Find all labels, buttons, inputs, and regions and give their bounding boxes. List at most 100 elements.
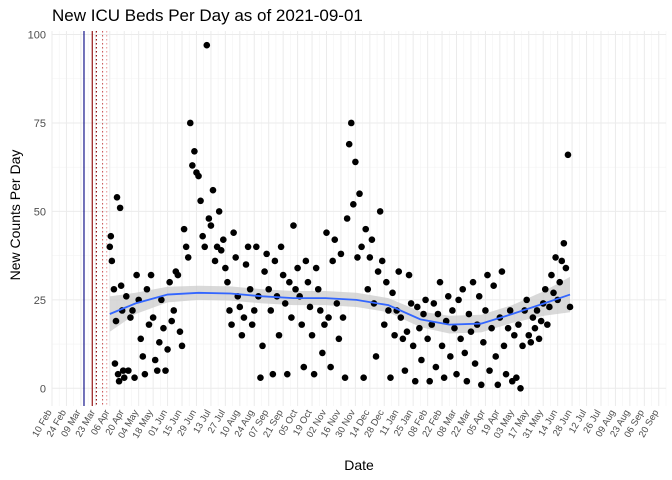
data-point [228,321,235,328]
data-point [149,314,157,321]
data-point [339,314,347,321]
data-point [506,307,514,314]
data-point [537,317,545,325]
data-point [253,243,260,251]
data-point [230,229,237,236]
data-point [378,257,386,265]
data-point [176,328,184,336]
data-point [533,307,541,314]
data-point [114,370,122,378]
data-point [317,307,324,314]
data-point [174,271,182,279]
y-axis-title: New Counts Per Day [7,150,23,281]
data-point [459,285,467,293]
data-point [162,367,169,374]
data-point [180,225,188,233]
data-point [442,317,450,325]
data-point [385,307,392,314]
data-point [477,381,485,389]
data-point [112,317,120,325]
data-point [288,314,295,321]
data-point [151,356,159,364]
reference-lines [83,31,108,406]
data-point [271,257,279,265]
data-point [341,374,349,381]
data-point [372,353,380,360]
data-point [319,349,326,357]
data-point [211,257,219,265]
data-point [469,278,477,286]
data-point [207,222,215,229]
chart-title: New ICU Beds Per Day as of 2021-09-01 [52,6,363,25]
data-point [129,307,136,314]
data-point [566,303,574,311]
data-point [277,243,285,251]
data-point [197,197,204,205]
data-point [345,140,353,148]
data-point [383,278,390,286]
data-point [110,285,118,293]
data-point [170,307,178,314]
data-point [420,310,427,318]
data-point [480,339,487,346]
data-point [368,236,376,244]
data-point [513,374,520,381]
data-point [492,353,500,360]
data-point [201,243,209,251]
data-point [403,328,411,336]
data-point [257,374,264,381]
y-axis-ticks: 0 25 50 75 100 [28,30,46,396]
confidence-band [109,276,571,334]
data-point [438,342,446,350]
data-point [440,374,448,381]
data-point [391,331,398,339]
data-point [310,370,318,378]
data-point [418,356,425,364]
data-point [560,239,568,247]
data-point [360,374,367,381]
data-point [356,190,363,198]
data-point [556,278,564,286]
data-point [166,278,173,286]
data-point [195,172,202,180]
data-point [215,208,223,215]
data-point [246,285,254,293]
data-point [209,186,217,194]
data-point [113,193,121,201]
data-point [525,331,533,339]
data-point [376,208,384,215]
data-point [550,289,557,297]
data-point [455,296,462,304]
data-point [325,314,332,321]
y-tick-label: 100 [28,30,46,42]
data-point [199,232,206,240]
data-point [232,254,239,261]
data-point [147,271,155,279]
data-point [153,367,161,374]
data-point [240,314,248,321]
data-point [352,158,359,166]
data-point [541,285,549,293]
data-point [298,321,306,328]
data-point [475,293,483,300]
data-point [552,254,559,261]
data-point [244,243,252,251]
data-point [308,331,316,339]
data-point [395,268,403,275]
data-point [327,363,334,371]
data-point [205,215,213,222]
data-point [564,151,572,159]
data-point [401,367,409,374]
data-point [236,303,244,311]
data-point [119,367,127,374]
data-point [366,254,374,261]
data-point [127,314,134,321]
data-point [548,271,555,279]
data-point [120,374,128,381]
data-point [321,321,328,328]
data-point [424,335,431,343]
data-point [302,257,310,265]
data-point [484,271,491,279]
